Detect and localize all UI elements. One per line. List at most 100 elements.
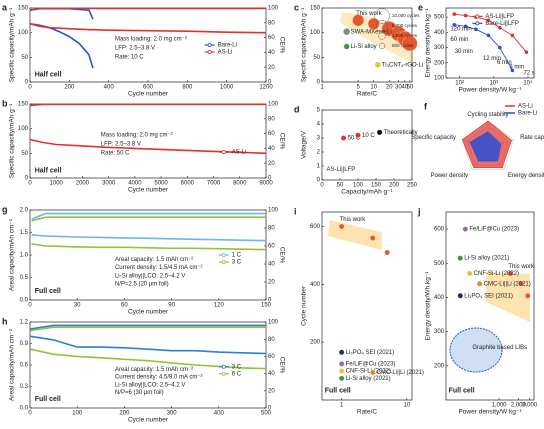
- legend-marker: [475, 14, 480, 19]
- x-axis-label: Cycle number: [128, 417, 169, 424]
- y-tick-label: 1.5: [20, 230, 29, 236]
- series-line: [31, 212, 266, 220]
- x-tick-label: 1,000: [491, 403, 507, 409]
- x-tick-label: 10: [403, 403, 410, 409]
- point-label: Ti₃CNTₓ-rGO-Li: [382, 62, 424, 68]
- y2-tick-label: 60: [268, 244, 275, 250]
- y2-tick-label: 80: [268, 20, 275, 26]
- y-tick-label: 200: [434, 60, 445, 66]
- y2-tick-label: 100: [268, 208, 279, 214]
- y-tick-label: 0: [25, 176, 29, 182]
- point: [476, 281, 483, 287]
- highlight: [328, 220, 382, 250]
- size-legend-marker: [378, 32, 386, 40]
- category-label: Power density: [430, 173, 468, 179]
- y-tick-label: 600: [310, 224, 321, 230]
- annotation: Mass loading: 2.0 mg cm⁻²: [115, 37, 187, 43]
- y-tick-label: 50: [21, 151, 28, 157]
- point: [374, 61, 381, 68]
- size-legend-label: 5,000 cycles: [392, 23, 418, 28]
- y2-tick-label: 40: [268, 262, 275, 268]
- y-tick-label: 1.0: [20, 253, 29, 259]
- series-line: [29, 103, 266, 107]
- point: [352, 14, 365, 27]
- y-tick-label: 500: [434, 15, 445, 21]
- y2-tick-label: 100: [268, 320, 279, 326]
- point: [525, 292, 531, 299]
- point: [338, 349, 345, 356]
- y-axis-label: Areal capacity/mAh cm⁻²: [9, 218, 16, 291]
- point: [486, 18, 491, 22]
- y2-tick-label: 80: [268, 337, 275, 343]
- point: [452, 22, 457, 27]
- y-tick-label: 100: [310, 30, 321, 36]
- y-tick-label: 200: [310, 340, 321, 346]
- annotation: Full cell: [35, 288, 61, 295]
- series-line: [30, 326, 266, 332]
- y2-tick-label: 20: [268, 161, 275, 167]
- legend-label: AS-Li: [232, 150, 247, 156]
- point: [463, 24, 468, 29]
- y-tick-label: 400: [434, 295, 445, 301]
- y-tick-label: 0.5: [20, 275, 29, 281]
- category-label: Specific capacity: [411, 135, 456, 141]
- legend-label: AS-Li||LFP: [485, 14, 514, 20]
- y2-tick-label: 60: [268, 354, 275, 360]
- point: [486, 33, 491, 38]
- y2-tick-label: 0: [268, 406, 272, 412]
- point: [463, 13, 468, 18]
- point-label: CNF-Si-Li (2022): [474, 271, 519, 277]
- x-tick-label: 150: [261, 303, 272, 309]
- point-label: CMC-Li||Li (2021): [484, 281, 531, 287]
- series-line: [31, 216, 266, 222]
- point-label: CMC-Li||Li (2021): [377, 370, 424, 376]
- x-tick-label: 9000: [259, 181, 273, 187]
- y-tick-label: 50: [313, 55, 320, 61]
- y-axis-label: Specific capacity/mAh g⁻¹: [9, 7, 16, 82]
- x-tick-label: 2000: [76, 181, 90, 187]
- y-tick-label: 0: [25, 80, 29, 86]
- x-tick-label: 90: [168, 303, 175, 309]
- x-axis-label: Cycle number: [128, 91, 169, 98]
- point: [518, 281, 524, 287]
- annotation: 60 min: [450, 37, 468, 43]
- point: [369, 369, 376, 376]
- point: [457, 292, 464, 299]
- legend-marker: [221, 371, 226, 376]
- legend-marker: [221, 150, 226, 155]
- y-tick-label: 0: [317, 80, 321, 86]
- point: [457, 255, 464, 261]
- x-tick-label: 200: [64, 85, 75, 91]
- x-tick-label: 0: [320, 183, 324, 189]
- point-label: Fe/LiF@Cu (2023): [469, 227, 519, 233]
- annotation: Full cell: [325, 387, 351, 394]
- x-axis-label: Capacity/mAh g⁻¹: [341, 189, 393, 196]
- y2-tick-label: 0: [268, 298, 272, 304]
- panel-label: i: [294, 206, 297, 216]
- y-tick-label: 100: [18, 126, 29, 132]
- y2-tick-label: 40: [268, 50, 275, 56]
- annotation: Rate: 50 C: [101, 150, 130, 156]
- legend-marker: [207, 43, 212, 48]
- annotation: Areal capacity: 1.5 mAh cm⁻²: [115, 257, 193, 263]
- annotation: 3 min: [509, 64, 524, 70]
- x-tick-label: 0: [28, 181, 32, 187]
- x-tick-label: 50: [337, 183, 344, 189]
- x-axis-label: Rate/C: [357, 91, 378, 98]
- x-tick-label: 120: [214, 303, 225, 309]
- x-axis-label: Power density/W kg⁻¹: [458, 409, 522, 416]
- point: [452, 12, 457, 16]
- legend-label: 1 C: [232, 253, 242, 259]
- y-tick-label: 1.2: [20, 320, 29, 326]
- y-tick-label: 2: [317, 150, 321, 156]
- series-line: [30, 7, 266, 11]
- series-line: [30, 335, 267, 355]
- annotation: Half cell: [35, 167, 62, 174]
- legend-label: 6 C: [232, 371, 242, 377]
- point: [338, 361, 345, 367]
- x-axis-label: Cycle number: [128, 187, 169, 194]
- y-tick-label: 50: [21, 55, 28, 61]
- plot-frame: [321, 109, 413, 181]
- size-legend-marker: [374, 8, 390, 24]
